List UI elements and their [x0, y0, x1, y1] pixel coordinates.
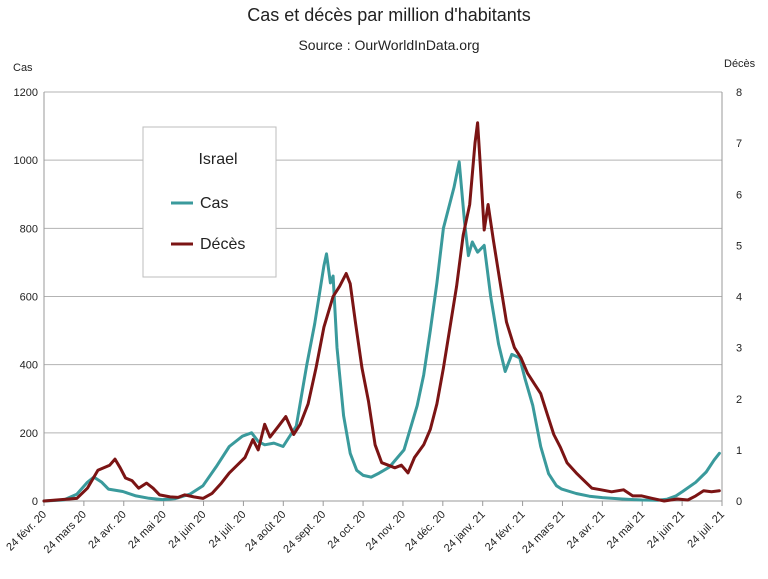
series-line-cases	[42, 160, 721, 503]
y-left-tick-label: 200	[20, 428, 38, 440]
y-right-tick-label: 7	[736, 138, 742, 150]
legend: Israel Cas Décès	[142, 126, 277, 278]
y-right-tick-label: 4	[736, 292, 742, 304]
legend-frame	[142, 126, 277, 278]
chart-title: Cas et décès par million d'habitants	[247, 5, 531, 25]
x-tick-label: 24 juin 20	[166, 509, 208, 551]
x-tick-label: 24 juil. 20	[207, 509, 249, 551]
y-left-tick-label: 600	[20, 292, 38, 304]
legend-label-cases: Cas	[200, 195, 228, 212]
legend-title: Israel	[198, 151, 237, 168]
x-tick-label: 24 oct. 20	[326, 509, 369, 552]
y-right-tick-label: 8	[736, 87, 742, 99]
chart-subtitle: Source : OurWorldInData.org	[298, 37, 479, 53]
legend-label-deaths: Décès	[200, 236, 245, 253]
x-tick-label: 24 juil. 21	[685, 509, 727, 551]
x-tick-label: 24 avr. 21	[565, 509, 608, 552]
y-right-tick-label: 1	[736, 445, 742, 457]
y-left-tick-label: 0	[32, 496, 38, 508]
x-tick-label: 24 mai 21	[605, 509, 648, 552]
x-tick-label: 24 mai 20	[126, 509, 169, 552]
x-tick-label: 24 avr. 20	[86, 509, 129, 552]
y-left-tick-label: 800	[20, 223, 38, 235]
y-right-tick-label: 2	[736, 394, 742, 406]
y-right-tick-label: 6	[736, 189, 742, 201]
x-tick-label: 24 sept. 20	[281, 509, 328, 556]
y-right-axis-label: Décès	[724, 58, 756, 70]
series-lines	[42, 121, 721, 503]
y-right-tick-label: 3	[736, 343, 742, 355]
y-left-tick-label: 400	[20, 360, 38, 372]
y-right-tick-label: 0	[736, 496, 742, 508]
x-tick-label: 24 mars 20	[42, 509, 89, 556]
y-left-tick-label: 1000	[14, 155, 38, 167]
x-tick-label: 24 nov. 20	[364, 509, 408, 553]
x-tick-label: 24 janv. 21	[442, 509, 488, 555]
y-left-tick-label: 1200	[14, 87, 38, 99]
y-right-tick-label: 5	[736, 240, 742, 252]
x-tick-label: 24 juin 21	[645, 509, 687, 551]
series-line-deaths	[42, 121, 721, 503]
y-left-axis-label: Cas	[13, 62, 33, 74]
x-tick-label: 24 mars 21	[520, 509, 567, 556]
